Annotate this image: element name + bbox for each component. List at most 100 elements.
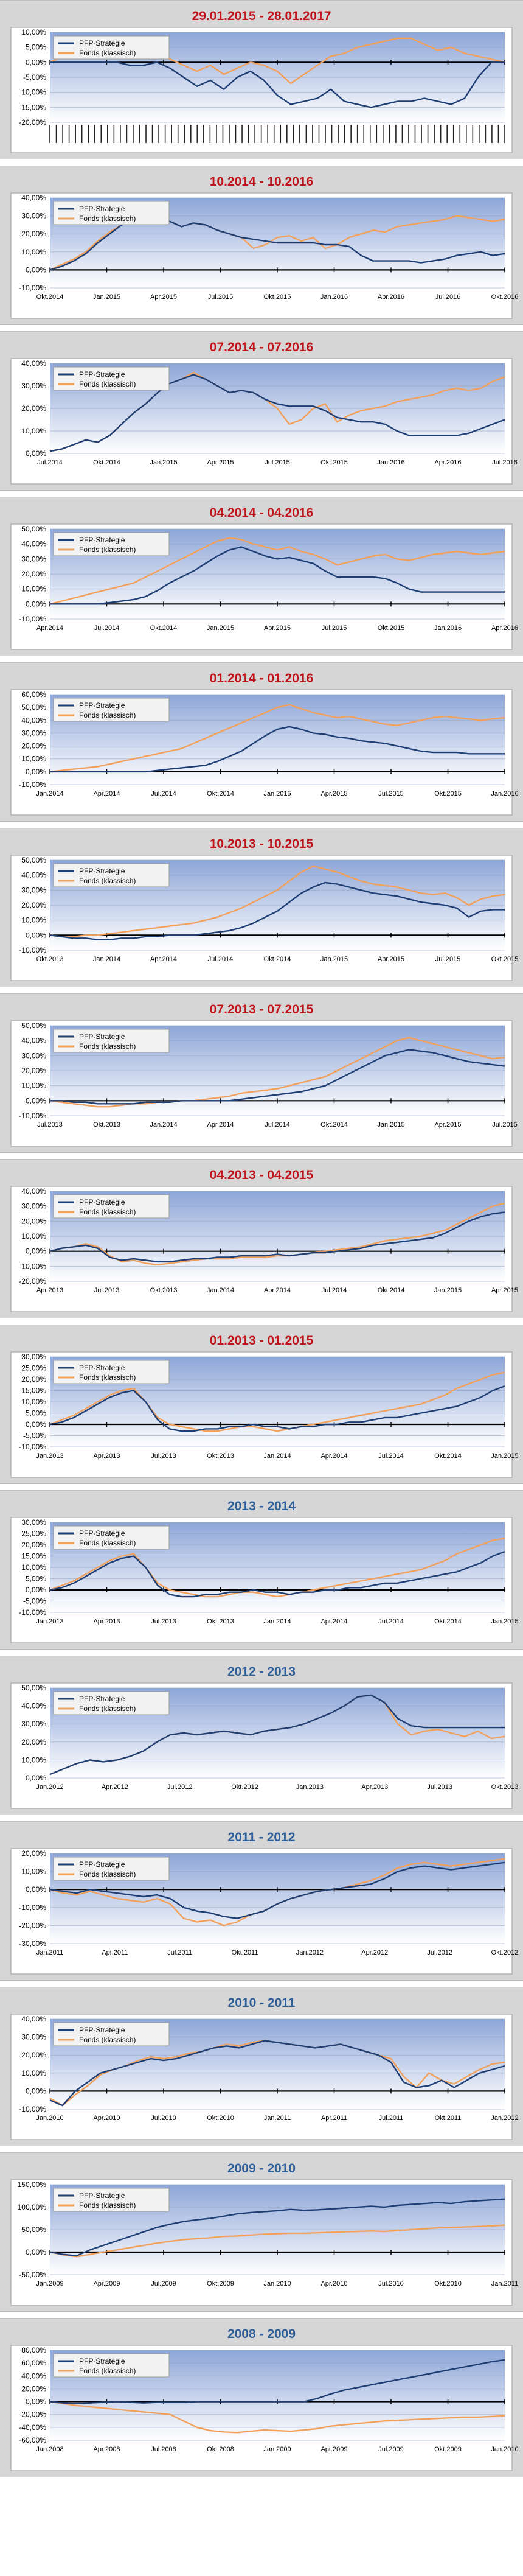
y-tick-label: 50,00%	[21, 1021, 46, 1030]
x-tick-label: Okt.2009	[434, 2446, 462, 2453]
x-tick-label: Okt.2016	[491, 293, 519, 301]
legend	[53, 863, 170, 887]
x-tick-label: Okt.2015	[378, 625, 405, 632]
y-tick-label: -20,00%	[19, 1921, 46, 1930]
x-tick-label: Apr.2013	[93, 1452, 120, 1460]
y-tick-label: -20,00%	[19, 118, 46, 127]
y-tick-label: 40,00%	[21, 359, 46, 368]
x-tick-label: Apr.2014	[207, 1121, 234, 1129]
series-line-pfp	[50, 546, 505, 605]
chart-panel: 04.2014 - 04.2016 50,00% 40,00% 30,00% 20,00…	[0, 497, 523, 656]
y-tick-label: 40,00%	[21, 1187, 46, 1195]
x-tick-label: Okt.2015	[434, 790, 462, 797]
x-tick-label: Jul.2013	[37, 1121, 63, 1129]
legend-label-fonds: Fonds (klassisch)	[79, 1870, 136, 1878]
x-tick-label: Apr.2014	[150, 956, 177, 963]
chart-panel: 04.2013 - 04.2015 40,00% 30,00% 20,00% 10,00…	[0, 1159, 523, 1318]
legend	[53, 201, 170, 225]
series-line-fonds	[49, 1537, 505, 1598]
chart-svg: 50,00% 40,00% 30,00% 20,00% 10,00% 0,00% -10,0…	[10, 523, 518, 650]
y-tick-label: 10,00%	[21, 1232, 46, 1241]
x-tick-label: Apr.2013	[361, 1783, 388, 1791]
y-tick-label: 40,00%	[21, 1702, 46, 1710]
y-tick-label: 30,00%	[21, 1202, 46, 1211]
y-tick-label: 50,00%	[21, 1684, 46, 1692]
series-line-pfp	[49, 881, 505, 940]
x-tick-label: Jan.2015	[207, 625, 234, 632]
chart-svg: 40,00%30,00%20,00%10,00%0,00%-10,00%Okt.…	[10, 192, 519, 319]
chart-svg: 30,00% 25,00% 20,00% 15,00% 10,00% 5,00% 0,00%…	[10, 1517, 519, 1643]
y-tick-label: 10,00%	[21, 28, 46, 37]
x-tick-label: Jul.2015	[435, 956, 461, 963]
x-tick-label: Okt.2012	[491, 1949, 519, 1956]
x-tick-label: Jul.2009	[151, 2280, 176, 2287]
x-tick-label: Okt.2014	[93, 459, 120, 466]
x-tick-label: Jul.2014	[151, 790, 176, 797]
x-tick-label: Jan.2015	[93, 293, 120, 301]
y-tick-label: 0,00%	[26, 600, 46, 608]
legend	[53, 2188, 170, 2212]
chart-title: 2009 - 2010	[227, 2161, 296, 2175]
chart-svg: 50,00% 40,00% 30,00% 20,00% 10,00% 0,00% -10,0…	[10, 1020, 518, 1147]
x-tick-label: Jan.2008	[36, 2446, 63, 2453]
legend-label-fonds: Fonds (klassisch)	[79, 1373, 136, 1382]
y-tick-label: 20,00%	[21, 1849, 46, 1858]
x-tick-label: Jul.2011	[167, 1949, 192, 1956]
legend-label-pfp: PFP-Strategie	[79, 1860, 125, 1869]
x-tick-label: Jan.2014	[36, 790, 63, 797]
y-tick-label: -10,00%	[19, 1443, 46, 1451]
y-tick-label: -5,00%	[23, 1432, 46, 1440]
x-tick-label: Apr.2014	[36, 625, 63, 632]
chart-svg: 40,00% 30,00% 20,00% 10,00% 0,00%Jul.2014 Okt…	[10, 358, 518, 485]
y-tick-label: 40,00%	[21, 2371, 46, 2380]
x-tick-label: Jan.2009	[263, 2446, 291, 2453]
x-tick-label: Okt.2012	[231, 1783, 258, 1791]
x-tick-label: Jan.2015	[491, 1618, 518, 1625]
chart-panel: 10.2014 - 10.2016 40,00% 30,00% 20,00% 10,00…	[0, 166, 523, 325]
y-tick-label: -10,00%	[19, 1608, 46, 1617]
chart-panel: 2008 - 2009 80,00% 60,00% 40,00% 20,00% 0,00%…	[0, 2318, 523, 2477]
legend	[53, 1360, 170, 1384]
y-tick-label: 10,00%	[21, 916, 46, 925]
legend-label-fonds: Fonds (klassisch)	[79, 1539, 136, 1547]
x-tick-label: Okt.2013	[207, 1618, 234, 1625]
x-tick-label: Jan.2014	[207, 1287, 234, 1294]
chart-panel: 2012 - 2013 50,00% 40,00% 30,00% 20,00% 10,00…	[0, 1656, 523, 1815]
x-tick-label: Jan.2014	[263, 1618, 291, 1625]
x-tick-label: Okt.2013	[150, 1287, 178, 1294]
chart-svg: 80,00% 60,00% 40,00% 20,00% 0,00% -20,00% -40,…	[10, 2345, 519, 2471]
y-tick-label: -20,00%	[19, 1277, 46, 1286]
x-tick-label: Apr.2010	[93, 2115, 120, 2122]
series-line-fonds	[49, 865, 505, 937]
legend	[53, 1194, 170, 1219]
chart-title: 04.2013 - 04.2015	[209, 1168, 314, 1182]
x-tick-label: Okt.2015	[491, 956, 519, 963]
x-tick-label: Okt.2014	[434, 1452, 462, 1460]
legend-label-fonds: Fonds (klassisch)	[79, 1704, 136, 1713]
y-tick-label: 100,00%	[18, 2203, 47, 2211]
x-tick-label: Apr.2015	[150, 293, 177, 301]
y-tick-label: 10,00%	[21, 1755, 46, 1764]
x-tick-label: Apr.2015	[378, 956, 404, 963]
x-tick-label: Jan.2015	[320, 956, 348, 963]
chart-panel: 07.2013 - 07.2015 50,00% 40,00% 30,00% 20,00…	[0, 993, 523, 1153]
chart-svg: 50,00%40,00%30,00%20,00%10,00%0,00%Jan.2…	[10, 1682, 518, 1809]
chart-svg: 20,00%10,00%0,00%-10,00%-20,00%-30,00%Ja…	[10, 1848, 519, 1975]
y-tick-label: 20,00%	[21, 1375, 46, 1384]
x-tick-label: Jan.2014	[93, 956, 120, 963]
y-tick-label: 20,00%	[21, 2384, 46, 2393]
y-tick-label: 20,00%	[21, 1541, 46, 1549]
x-tick-label: Jan.2014	[150, 1121, 177, 1129]
legend-label-pfp: PFP-Strategie	[79, 2357, 125, 2365]
chart-panel: 2010 - 2011 40,00% 30,00% 20,00% 10,00% 0,00%…	[0, 1987, 523, 2146]
chart-svg: 30,00% 25,00% 20,00% 15,00% 10,00% 5,00% 0,00%…	[10, 1351, 519, 1478]
y-tick-label: 0,00%	[26, 1586, 46, 1594]
y-tick-label: 10,00%	[21, 585, 46, 593]
x-tick-label: Jul.2015	[265, 459, 290, 466]
y-tick-label: 10,00%	[21, 1082, 46, 1090]
y-tick-label: 20,00%	[21, 570, 46, 578]
x-tick-label: Jan.2011	[264, 2115, 291, 2122]
legend	[53, 1525, 170, 1550]
y-tick-label: 30,00%	[21, 2033, 46, 2042]
y-tick-label: 10,00%	[21, 1563, 46, 1572]
